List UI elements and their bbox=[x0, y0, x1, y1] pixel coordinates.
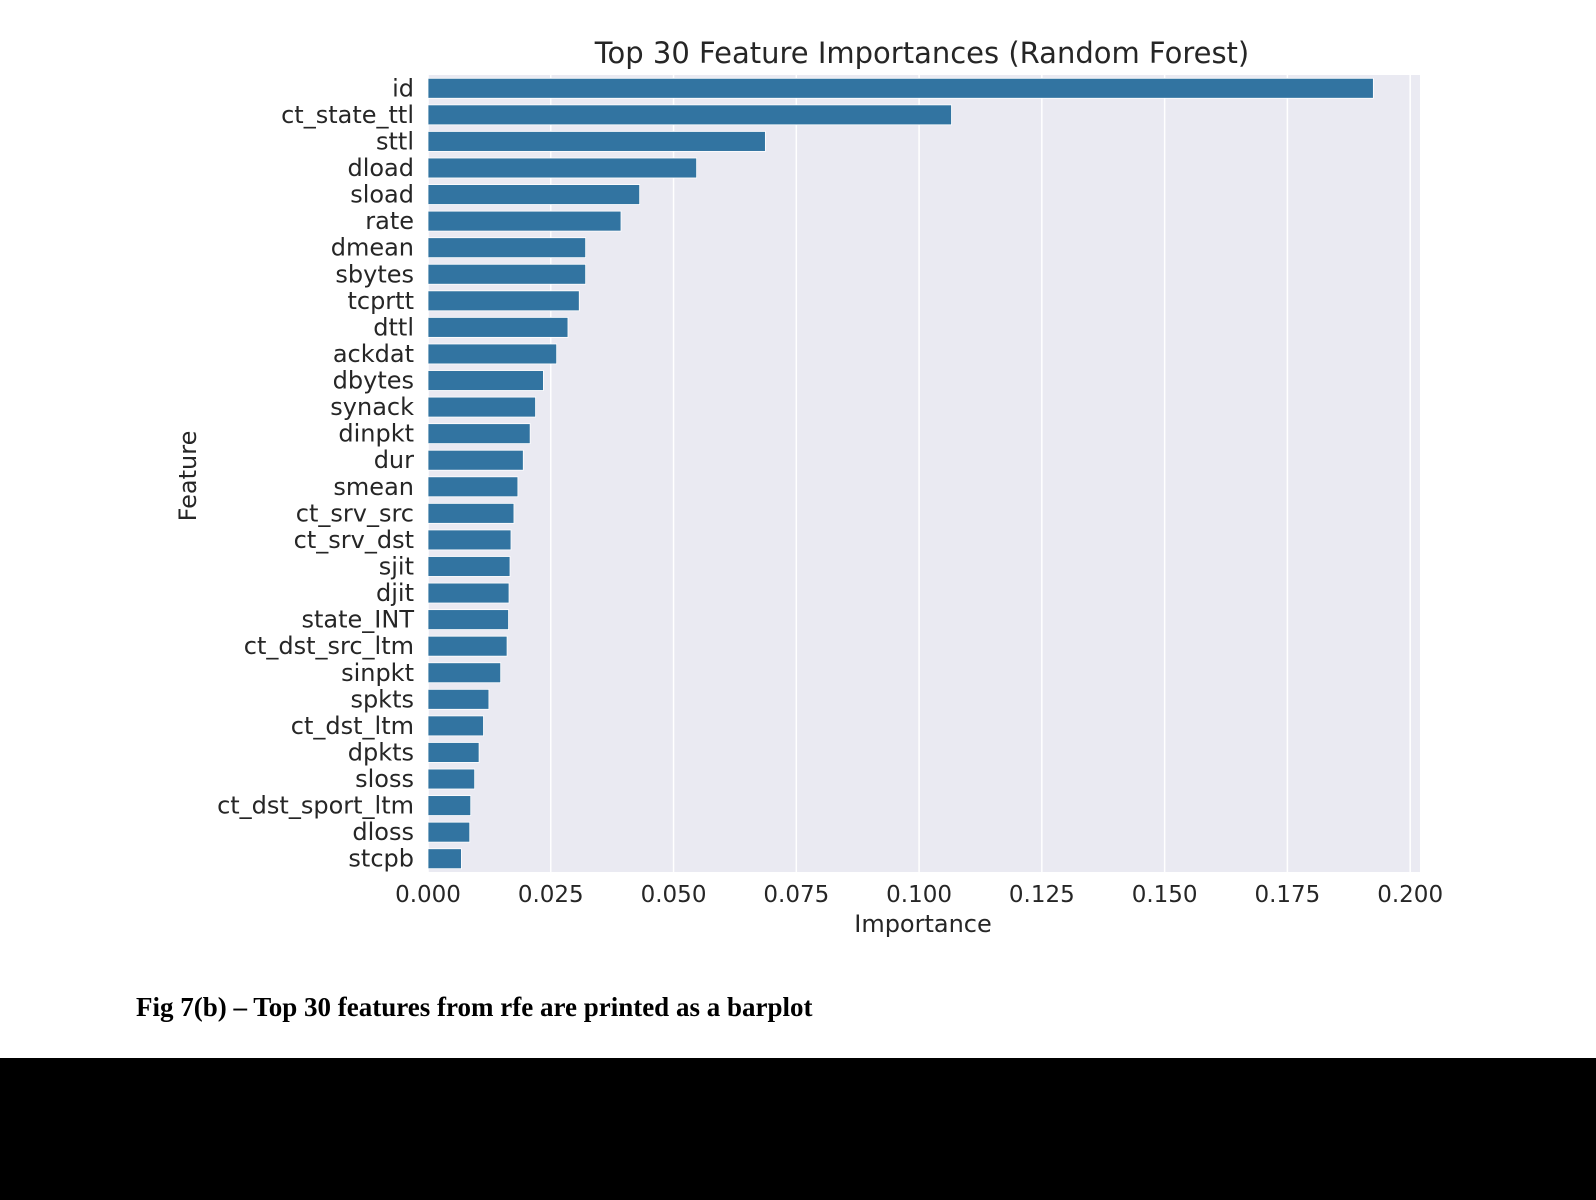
x-tick-label: 0.175 bbox=[1254, 882, 1320, 908]
bar-dloss bbox=[427, 821, 471, 843]
y-tick-label: sloss bbox=[355, 765, 414, 793]
y-tick-label: ct_dst_sport_ltm bbox=[217, 792, 414, 820]
bar-sinpkt bbox=[427, 662, 502, 684]
bar-dpkts bbox=[427, 742, 480, 763]
y-tick-label: dmean bbox=[331, 234, 414, 262]
x-tick-label: 0.000 bbox=[395, 882, 461, 908]
y-tick-label: smean bbox=[333, 473, 414, 501]
x-tick-labels: 0.000 0.025 0.050 0.075 0.100 0.125 0.150 0.175… bbox=[395, 882, 1443, 908]
bar-sjit bbox=[427, 556, 511, 577]
x-tick-label: 0.150 bbox=[1132, 882, 1198, 908]
y-tick-label: sload bbox=[350, 181, 414, 209]
bar-ct_dst_sport_ltm bbox=[427, 795, 472, 816]
bar-spkts bbox=[427, 688, 490, 710]
bar-synack bbox=[427, 396, 536, 418]
y-tick-label: state_INT bbox=[302, 606, 415, 634]
y-tick-label: stcpb bbox=[348, 845, 414, 873]
bar-dload bbox=[427, 157, 698, 179]
y-tick-label: sttl bbox=[376, 127, 414, 155]
y-tick-label: dur bbox=[374, 446, 414, 474]
x-tick-label: 0.100 bbox=[886, 882, 952, 908]
y-tick-label: spkts bbox=[350, 685, 414, 713]
x-tick-label: 0.050 bbox=[641, 882, 707, 908]
bar-dbytes bbox=[427, 370, 544, 391]
bar-chart: idct_state_ttlsttldloadsloadratedmeansby… bbox=[174, 36, 1443, 938]
y-tick-label: ct_srv_dst bbox=[294, 526, 414, 554]
y-tick-label: rate bbox=[365, 207, 414, 235]
bar-rate bbox=[427, 210, 622, 232]
bar-ct_dst_src_ltm bbox=[427, 635, 508, 657]
gridlines bbox=[427, 75, 1411, 872]
bar-ct_dst_ltm bbox=[427, 715, 484, 737]
bar-djit bbox=[427, 582, 510, 604]
y-tick-label: sjit bbox=[379, 552, 414, 580]
y-tick-label: sbytes bbox=[335, 260, 414, 288]
bar-state_INT bbox=[427, 609, 509, 630]
bar-ackdat bbox=[427, 343, 558, 365]
chart-title: Top 30 Feature Importances (Random Fores… bbox=[594, 36, 1250, 70]
y-tick-label: tcprtt bbox=[347, 287, 414, 315]
figure-page: id ct_state_ttl sttl dload sload rate dmean sby… bbox=[0, 0, 1596, 1058]
x-tick-label: 0.200 bbox=[1377, 882, 1443, 908]
y-tick-label: dloss bbox=[352, 818, 414, 846]
bar-ct_srv_dst bbox=[427, 529, 512, 551]
y-tick-label: id bbox=[392, 74, 414, 102]
bar-id bbox=[427, 77, 1374, 99]
bar-dinpkt bbox=[427, 423, 531, 445]
x-axis-label: Importance bbox=[854, 910, 992, 938]
x-tick-label: 0.075 bbox=[763, 882, 829, 908]
y-tick-label: dload bbox=[347, 154, 414, 182]
y-tick-label: ct_state_ttl bbox=[281, 101, 414, 129]
y-tick-label: synack bbox=[330, 393, 414, 421]
bar-dur bbox=[427, 449, 524, 471]
y-tick-label: sinpkt bbox=[341, 659, 414, 687]
bar-dttl bbox=[427, 317, 569, 338]
bar-sload bbox=[427, 184, 641, 205]
y-axis-label: Feature bbox=[174, 431, 202, 522]
y-tick-label: ct_dst_src_ltm bbox=[244, 632, 414, 660]
bar-smean bbox=[427, 476, 519, 498]
x-tick-label: 0.025 bbox=[518, 882, 584, 908]
bar-ct_state_ttl bbox=[427, 104, 952, 126]
bar-tcprtt bbox=[427, 290, 580, 312]
y-tick-label: djit bbox=[376, 579, 414, 607]
bar-sttl bbox=[427, 131, 766, 152]
figure-caption: Fig 7(b) – Top 30 features from rfe are … bbox=[136, 992, 813, 1022]
y-tick-label: dbytes bbox=[333, 367, 414, 395]
y-tick-label: ct_dst_ltm bbox=[291, 712, 414, 740]
y-tick-label: dpkts bbox=[348, 738, 414, 766]
bars bbox=[427, 77, 1374, 870]
y-tick-label: dttl bbox=[373, 313, 414, 341]
bar-sloss bbox=[427, 768, 476, 790]
bar-sbytes bbox=[427, 263, 587, 285]
plot-area bbox=[428, 75, 1420, 872]
bar-stcpb bbox=[427, 848, 462, 870]
y-tick-labels: idct_state_ttlsttldloadsloadratedmeansby… bbox=[217, 74, 414, 872]
bottom-black-bar bbox=[0, 1058, 1596, 1200]
y-tick-label: dinpkt bbox=[338, 420, 414, 448]
bar-dmean bbox=[427, 237, 587, 259]
x-tick-label: 0.125 bbox=[1009, 882, 1075, 908]
bar-ct_srv_src bbox=[427, 502, 515, 524]
y-tick-label: ackdat bbox=[333, 340, 414, 368]
y-tick-label: ct_srv_src bbox=[296, 499, 414, 527]
